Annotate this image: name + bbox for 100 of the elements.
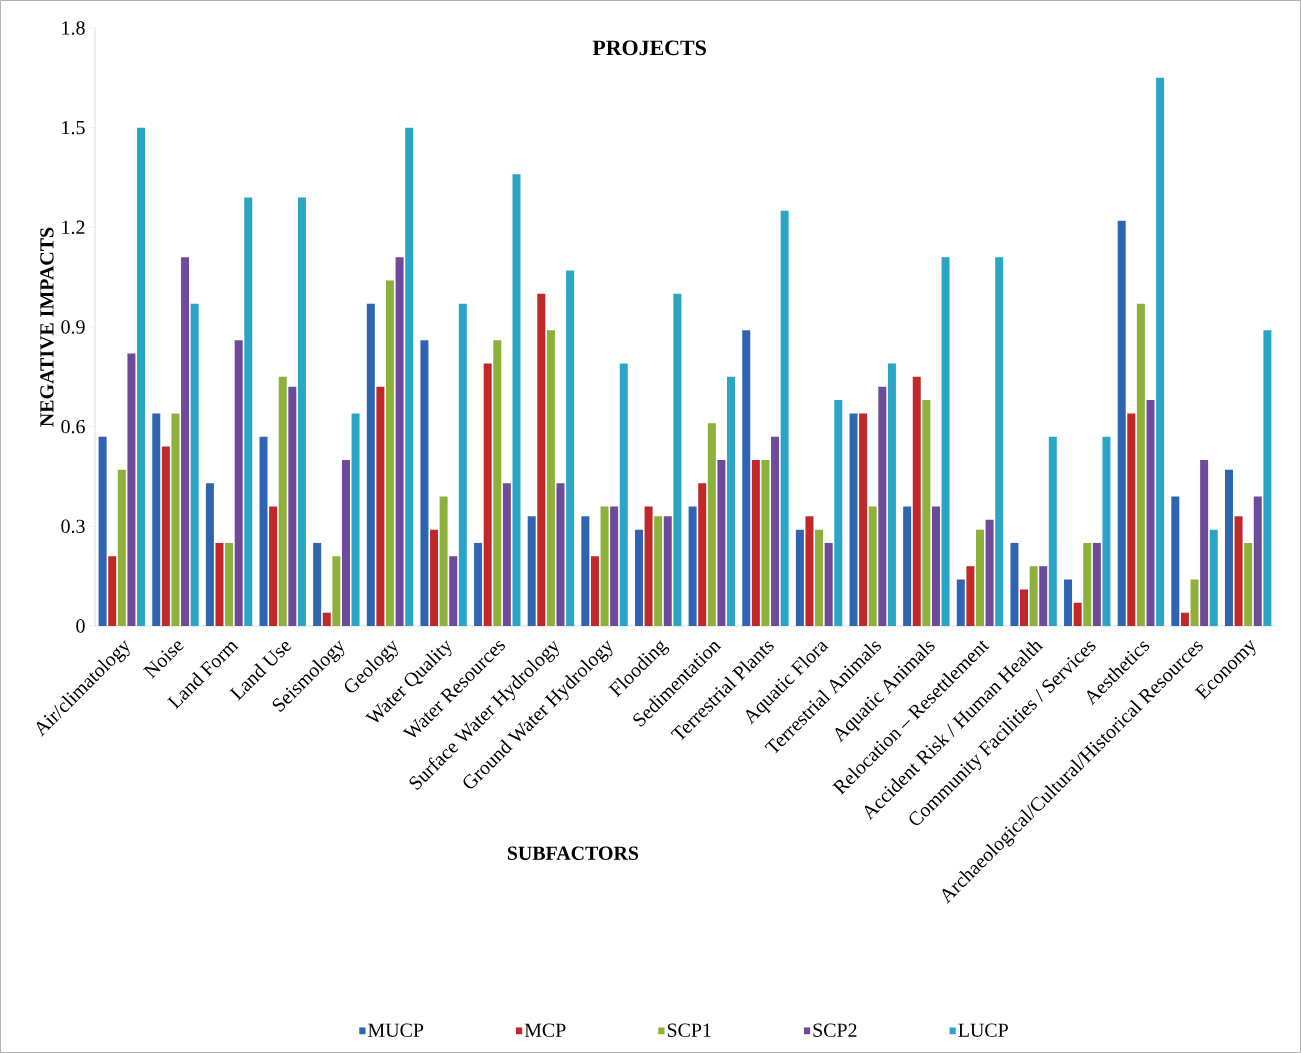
legend-label: MCP	[524, 1023, 566, 1037]
bar	[815, 529, 824, 626]
bar	[931, 506, 940, 626]
bar	[922, 400, 931, 626]
bar	[205, 483, 214, 626]
bar	[742, 330, 751, 626]
bar	[824, 542, 833, 626]
bar	[717, 459, 726, 626]
bar	[673, 293, 682, 626]
bar	[259, 436, 268, 626]
bar	[1048, 436, 1057, 626]
bar	[751, 459, 760, 626]
bar	[297, 197, 306, 626]
bar	[215, 542, 224, 626]
y-tick-label: 1.2	[62, 220, 85, 235]
bar	[1039, 566, 1048, 626]
bar	[663, 516, 672, 626]
y-tick-label: 0.9	[61, 320, 85, 334]
bar	[527, 516, 536, 626]
bar	[887, 363, 896, 626]
bar	[161, 446, 170, 626]
bar	[108, 556, 117, 626]
y-tick-label: 0.6	[61, 419, 85, 434]
bar	[341, 459, 350, 626]
x-axis-title: SUBFACTORS	[507, 846, 639, 860]
bar	[761, 459, 770, 626]
bar	[366, 303, 375, 626]
bar	[1171, 496, 1180, 626]
bar	[1136, 303, 1145, 626]
bar	[795, 529, 804, 626]
bar	[1064, 579, 1073, 626]
bar	[152, 413, 161, 626]
bar	[868, 506, 877, 626]
y-tick-label: 1.8	[62, 21, 85, 35]
bar	[644, 506, 653, 626]
bar	[903, 506, 912, 626]
bar	[458, 303, 467, 626]
bar	[688, 506, 697, 626]
bar	[98, 436, 107, 626]
bar	[727, 376, 736, 626]
bar	[117, 469, 126, 626]
bar	[1234, 516, 1243, 626]
bar	[449, 556, 458, 626]
bar	[654, 516, 663, 626]
bar	[1180, 612, 1189, 626]
bar	[600, 506, 609, 626]
bar	[474, 542, 483, 626]
bar	[493, 340, 502, 626]
chart-title: PROJECTS	[592, 40, 706, 56]
bar	[1156, 77, 1165, 626]
bar	[590, 556, 599, 626]
bar	[376, 386, 385, 626]
bar	[313, 542, 322, 626]
bar	[1127, 413, 1136, 626]
bar	[1190, 579, 1199, 626]
bar	[1224, 469, 1233, 626]
bar	[956, 579, 965, 626]
y-tick-label: 0	[76, 619, 85, 633]
bar	[1073, 602, 1082, 626]
legend-label: LUCP	[958, 1023, 1008, 1037]
bar	[1209, 529, 1218, 626]
bar	[502, 483, 511, 626]
bar	[1253, 496, 1262, 626]
bar	[985, 519, 994, 626]
bar	[1200, 459, 1209, 626]
bar	[941, 257, 950, 626]
legend-label: SCP1	[667, 1023, 711, 1037]
y-tick-label: 1.5	[62, 120, 85, 135]
bar	[1029, 566, 1038, 626]
bar	[512, 174, 521, 626]
bar	[1102, 436, 1111, 626]
y-tick-label: 0.3	[61, 519, 85, 534]
bar	[1010, 542, 1019, 626]
legend-label: SCP2	[813, 1023, 857, 1037]
bar	[581, 516, 590, 626]
bar	[995, 257, 1004, 626]
bar	[1117, 220, 1126, 626]
bar	[483, 363, 492, 626]
bar	[234, 340, 243, 626]
bar	[546, 330, 555, 626]
bar	[698, 483, 707, 626]
bar	[190, 303, 199, 626]
legend-label: MUCP	[368, 1023, 424, 1037]
bar	[137, 127, 146, 626]
bar	[1020, 589, 1029, 626]
bar	[225, 542, 234, 626]
bar	[127, 353, 136, 626]
bar	[332, 556, 341, 626]
bar	[634, 529, 643, 626]
bar	[859, 413, 868, 626]
bar	[244, 197, 253, 626]
bar	[351, 413, 360, 626]
bar	[771, 436, 780, 626]
bar	[1083, 542, 1092, 626]
bar	[288, 386, 297, 626]
bar	[966, 566, 975, 626]
bar	[181, 257, 190, 626]
bar	[834, 400, 843, 626]
y-axis-title: NEGATIVE IMPACTS	[40, 227, 54, 427]
bar	[420, 340, 429, 626]
